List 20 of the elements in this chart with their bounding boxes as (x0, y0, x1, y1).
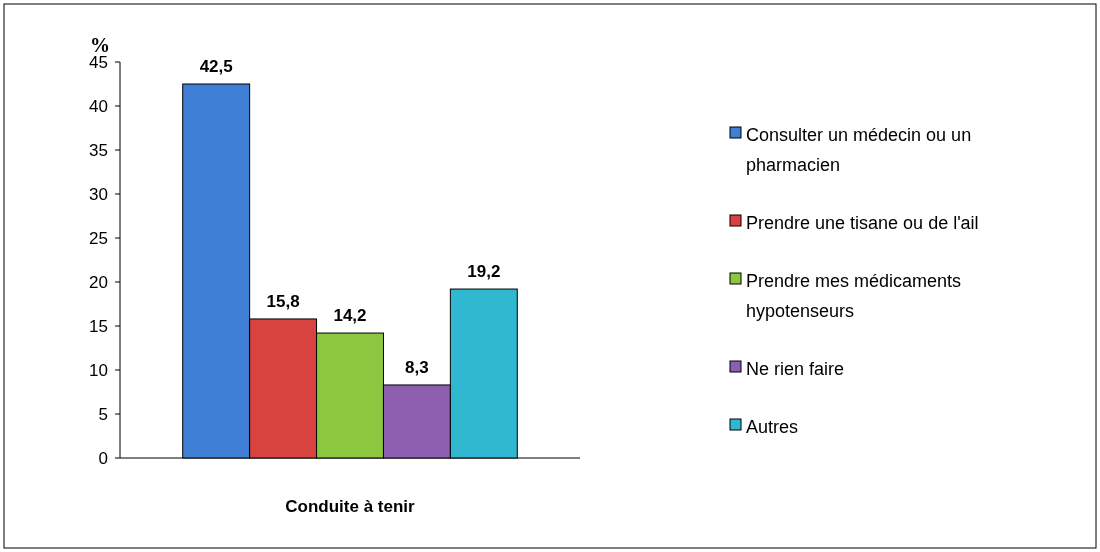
y-tick-label: 10 (89, 360, 108, 380)
legend-label: Consulter un médecin ou un pharmacien (746, 125, 972, 175)
x-axis-title: Conduite à tenir (285, 497, 416, 516)
legend-label: Prendre une tisane ou de l'ail (746, 213, 979, 233)
y-tick-label: 35 (89, 140, 108, 160)
data-label: 15,8 (266, 291, 300, 311)
legend-label: Ne rien faire (746, 359, 845, 379)
y-tick-label: 0 (98, 448, 108, 468)
y-tick-label: 20 (89, 272, 108, 292)
legend-label: Autres (746, 417, 799, 437)
y-tick-label: 5 (98, 404, 108, 424)
data-label: 42,5 (199, 57, 233, 76)
data-label: 8,3 (405, 357, 429, 377)
y-tick-label: 40 (89, 96, 108, 116)
y-tick-label: 25 (89, 228, 108, 248)
data-label: 19,2 (467, 262, 501, 282)
y-tick-label: 15 (89, 316, 108, 336)
legend-label: Prendre mes médicaments hypotenseurs (746, 271, 962, 321)
y-tick-label: 30 (89, 184, 108, 204)
data-label: 14,2 (333, 306, 367, 326)
